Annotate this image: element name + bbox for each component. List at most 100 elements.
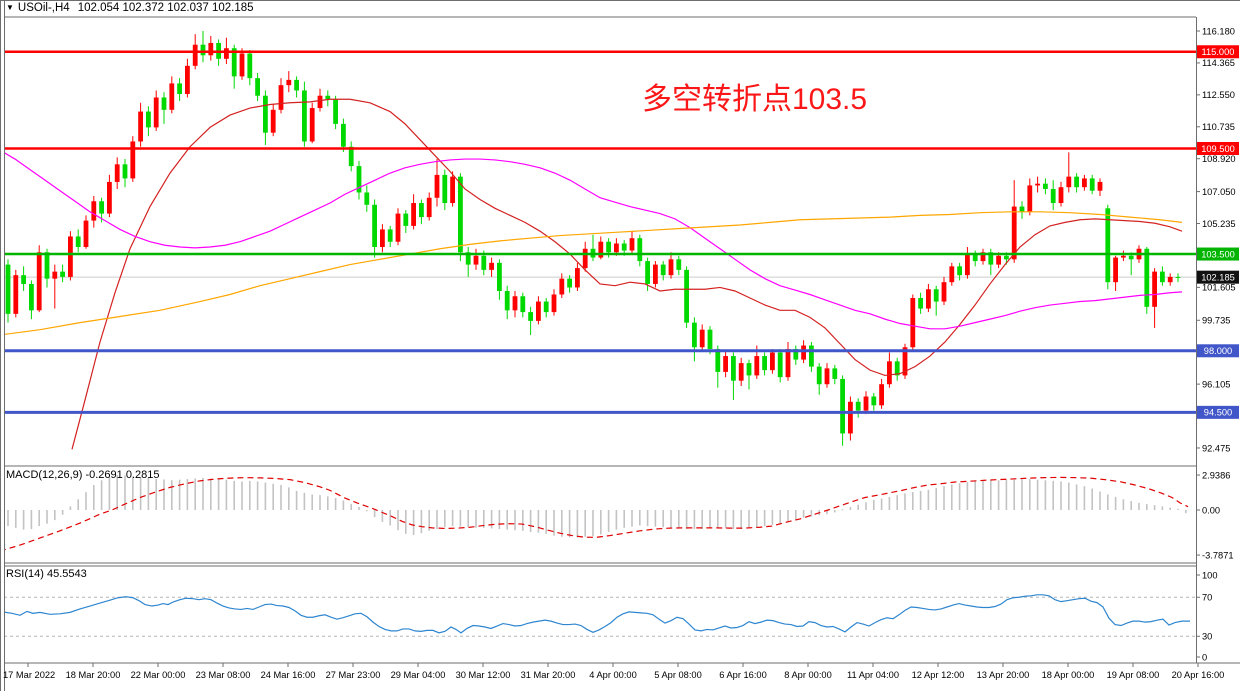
candle-body [497, 262, 502, 291]
candle-body [325, 95, 331, 100]
macd-hist-bar [506, 510, 508, 530]
macd-hist-bar [958, 483, 961, 510]
candle-body [824, 368, 830, 385]
candle-body [512, 296, 518, 311]
macd-pane[interactable] [0, 475, 1189, 551]
macd-hist-bar [529, 510, 532, 533]
macd-hist-bar [459, 510, 462, 527]
candle-body [543, 301, 549, 313]
macd-hist-bar [943, 486, 945, 510]
macd-hist-bar [748, 510, 750, 529]
macd-hist-bar [46, 510, 48, 524]
candle-body [185, 65, 190, 94]
macd-hist-bar [225, 479, 228, 510]
candle-body [21, 275, 26, 284]
price-badge-label: 102.185 [1201, 272, 1235, 282]
macd-hist-bar [30, 510, 33, 530]
macd-hist-bar [834, 510, 836, 513]
macd-hist-bar [428, 510, 430, 531]
candle-body [1152, 271, 1157, 307]
price-pane[interactable] [0, 31, 1196, 450]
candles-layer [5, 31, 1181, 446]
macd-hist-bar [615, 510, 618, 530]
candle-body [309, 108, 315, 142]
time-tick-label: 18 Apr 00:00 [1042, 670, 1095, 680]
candle-body [785, 349, 791, 378]
candle-body [746, 363, 752, 376]
macd-hist-bar [124, 475, 126, 510]
macd-hist-bar [795, 510, 797, 520]
macd-signal-line [4, 476, 1189, 551]
candle-body [1082, 178, 1087, 188]
macd-hist-bar [475, 510, 477, 528]
time-tick-label: 18 Mar 20:00 [66, 670, 121, 680]
candle-body [676, 259, 682, 270]
macd-hist-bar [1044, 480, 1047, 510]
macd-hist-bar [654, 510, 657, 527]
macd-hist-bar [288, 487, 290, 510]
macd-hist-bar [1075, 484, 1078, 510]
macd-hist-bar [974, 481, 976, 510]
candle-body [793, 349, 799, 360]
macd-hist-bar [334, 498, 337, 510]
candle-body [107, 181, 112, 214]
candle-body [504, 290, 510, 311]
candle-body [122, 164, 128, 179]
candle-body [575, 268, 580, 288]
macd-hist-bar [77, 499, 79, 510]
price-badge-label: 103.500 [1201, 249, 1235, 259]
candle-body [138, 111, 143, 142]
price-tick-label: 96.105 [1202, 379, 1230, 389]
macd-hist-bar [865, 502, 867, 510]
macd-hist-bar [272, 483, 274, 510]
candle-body [146, 111, 151, 128]
candle-body [567, 278, 572, 288]
candle-body [231, 48, 237, 77]
candle-body [887, 361, 892, 385]
candle-body [1167, 276, 1173, 283]
macd-hist-bar [514, 510, 516, 531]
candle-body [177, 83, 182, 94]
candle-body [403, 213, 409, 226]
candle-body [302, 90, 307, 142]
macd-hist-bar [108, 476, 111, 510]
candle-body [5, 264, 11, 314]
candle-body [1058, 187, 1064, 204]
candle-body [442, 174, 448, 204]
candle-body [910, 298, 916, 348]
candle-body [192, 44, 198, 66]
time-tick-label: 6 Apr 16:00 [719, 670, 767, 680]
macd-hist-bar [568, 510, 571, 538]
macd-hist-bar [202, 477, 204, 510]
macd-hist-bar [483, 510, 485, 528]
candle-body [863, 396, 869, 411]
macd-hist-bar [397, 510, 399, 531]
macd-hist-bar [1122, 499, 1125, 510]
macd-hist-bar [1021, 479, 1023, 510]
candle-body [598, 241, 604, 258]
macd-tick-label: -3.7871 [1202, 550, 1234, 560]
price-tick-label: 107.050 [1202, 187, 1236, 197]
candle-body [988, 252, 994, 265]
macd-hist-bar [802, 510, 805, 518]
candle-body [317, 95, 323, 109]
candle-body [153, 97, 159, 128]
macd-hist-bar [896, 495, 898, 510]
candle-body [270, 109, 276, 133]
candle-body [458, 176, 463, 253]
candle-body [255, 78, 260, 96]
macd-hist-bar [350, 504, 352, 510]
macd-hist-bar [217, 479, 220, 510]
macd-hist-bar [1052, 480, 1054, 510]
rsi-pane[interactable] [2, 594, 1196, 637]
macd-hist-bar [155, 478, 157, 510]
candle-body [551, 294, 557, 313]
candle-body [668, 259, 674, 276]
macd-hist-bar [7, 510, 9, 527]
macd-hist-bar [685, 510, 688, 530]
time-tick-label: 24 Mar 16:00 [261, 670, 316, 680]
macd-hist-bar [693, 510, 696, 530]
